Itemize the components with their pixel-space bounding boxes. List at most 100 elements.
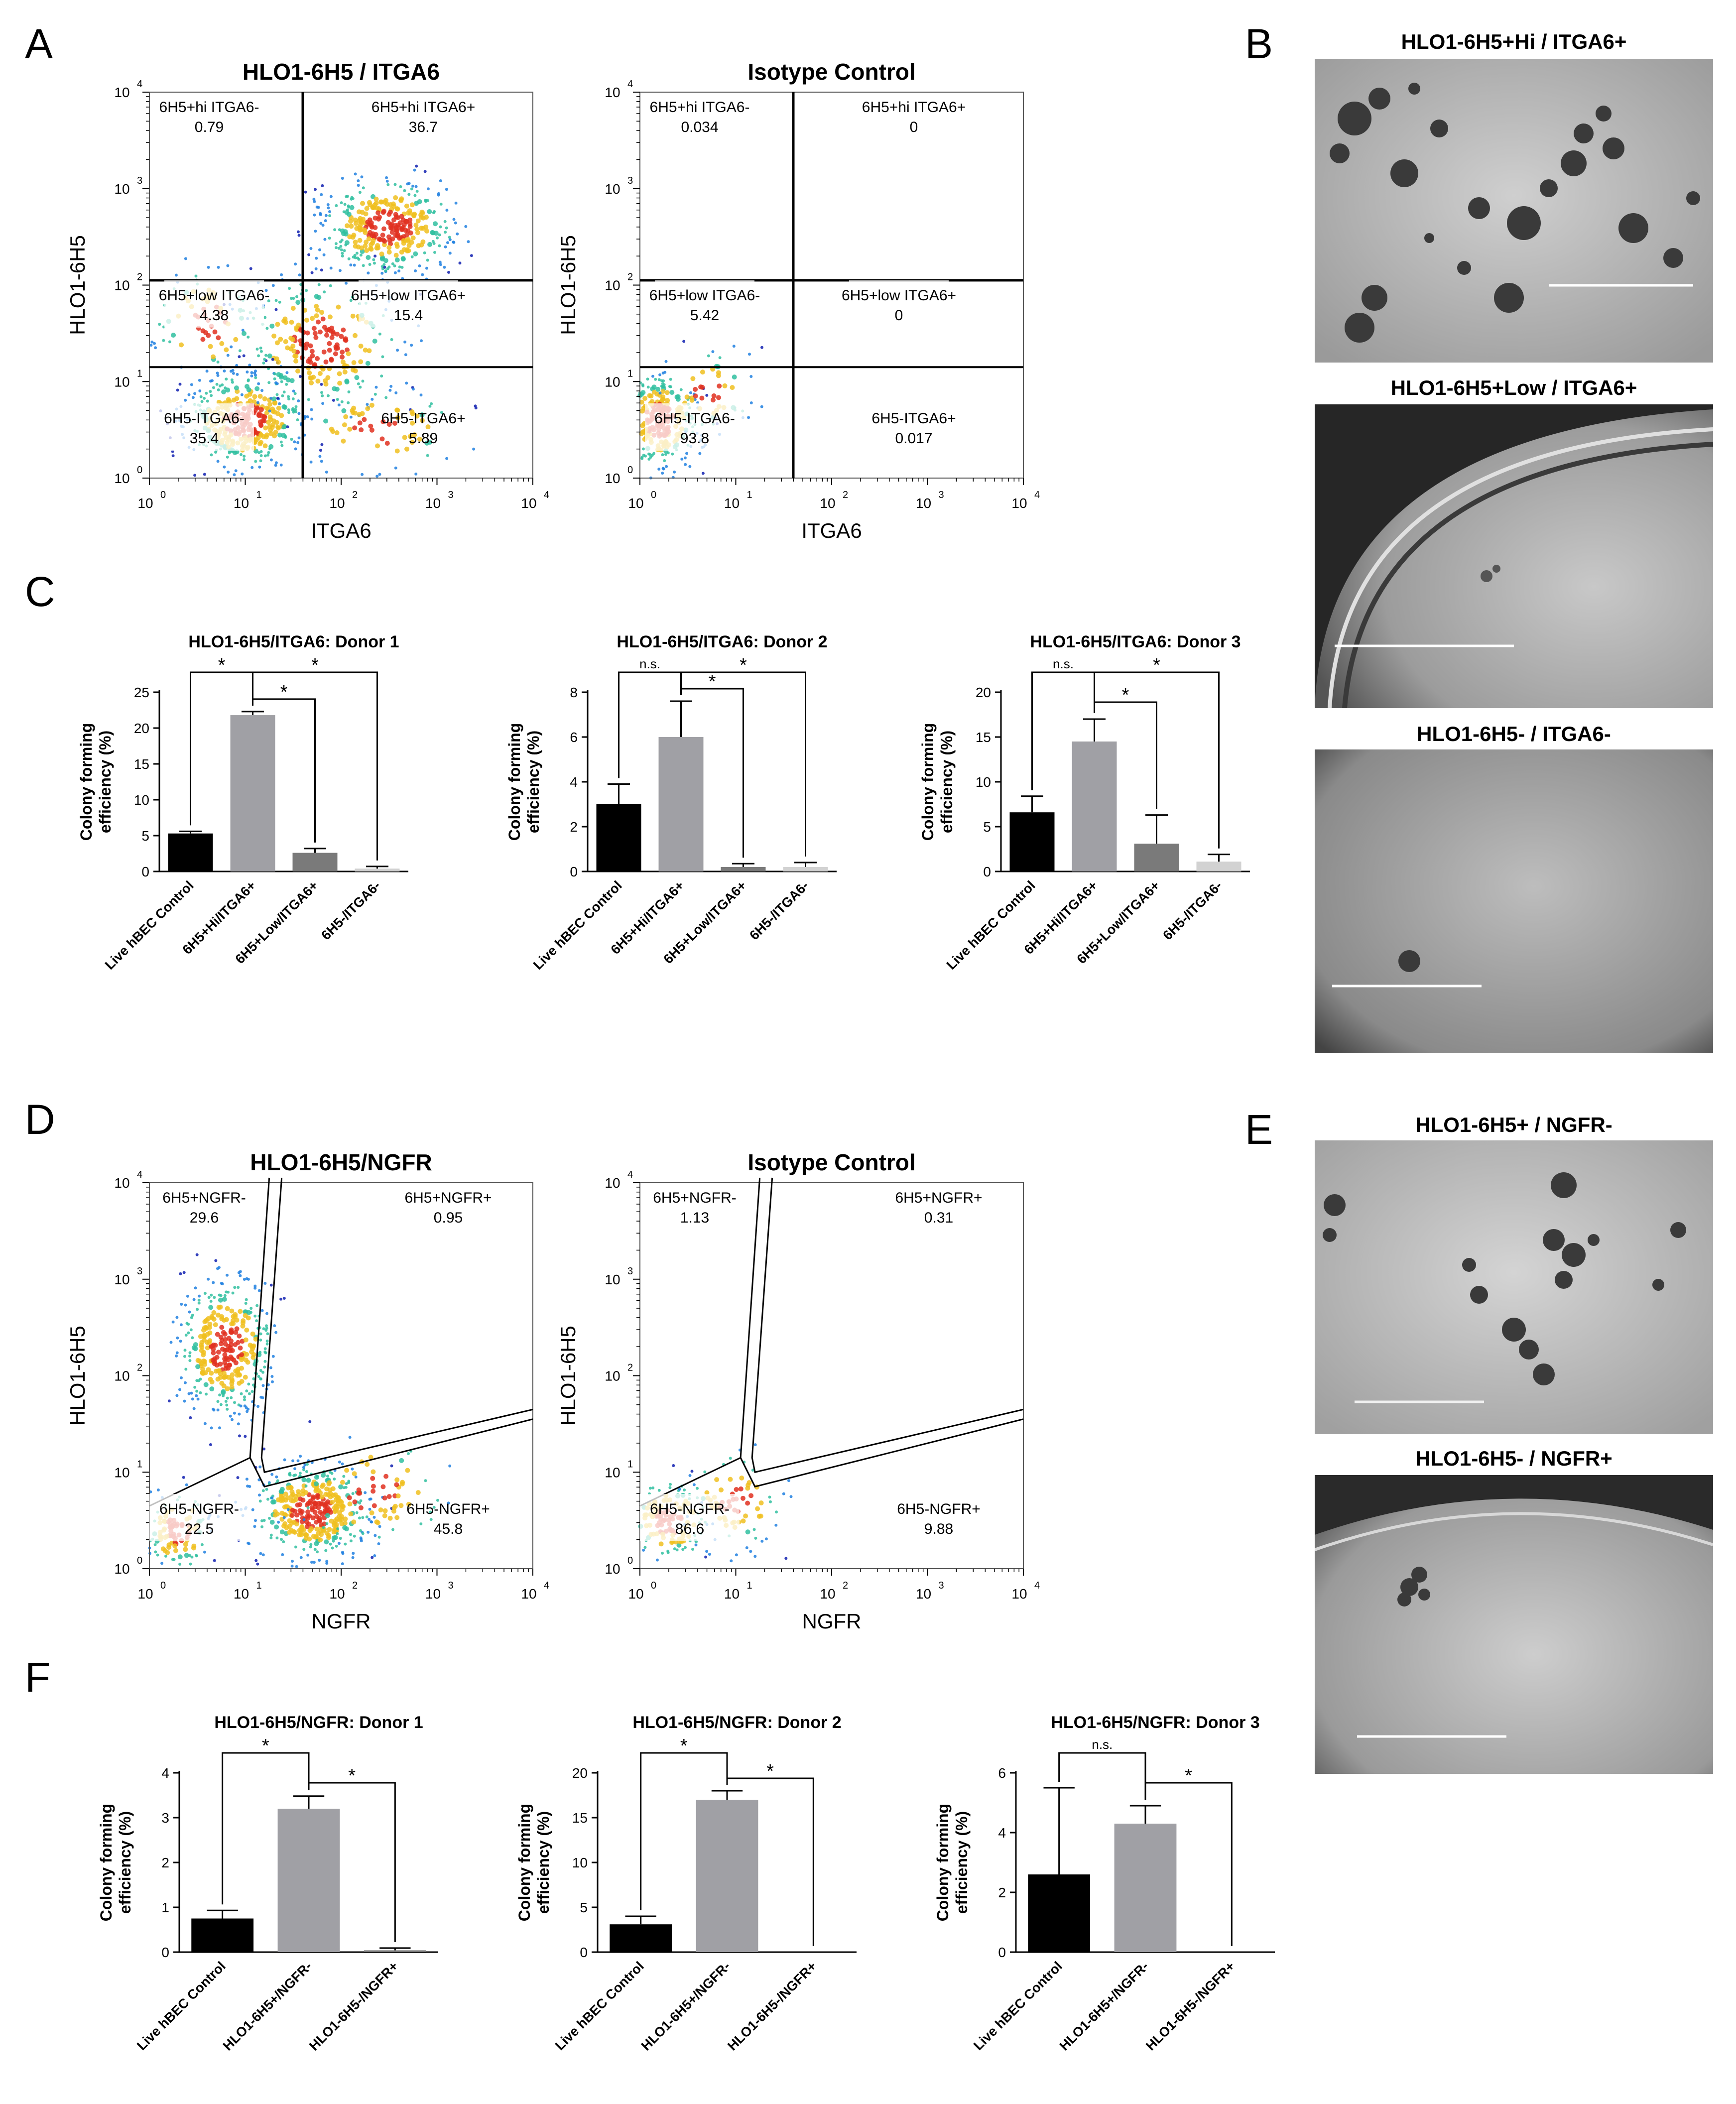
y-tick-label: 10 bbox=[114, 1175, 129, 1191]
significance-bracket bbox=[1144, 1782, 1233, 1946]
panel-letter-f: F bbox=[25, 1654, 51, 1701]
y-axis-label: efficiency (%) bbox=[96, 731, 114, 833]
y-tick-label: 10 bbox=[605, 85, 620, 100]
x-tick-exponent: 1 bbox=[747, 490, 752, 500]
bar-chart-itga6-donor3: HLO1-6H5/ITGA6: Donor 3 0 5 10 15 20 Colony fo… bbox=[881, 622, 1310, 1031]
micrograph-title-ngfr-pos: HLO1-6H5- / NGFR+ bbox=[1415, 1447, 1612, 1470]
micrograph-hi-itga6 bbox=[1315, 59, 1713, 363]
bar bbox=[191, 1918, 254, 1952]
bar bbox=[364, 1950, 426, 1952]
y-tick-exponent: 1 bbox=[627, 368, 633, 379]
x-tick-exponent: 4 bbox=[544, 1580, 549, 1591]
gate-name: 6H5+hi ITGA6- bbox=[650, 99, 750, 116]
gate-percentage: 93.8 bbox=[680, 430, 709, 447]
y-tick-exponent: 4 bbox=[137, 79, 142, 90]
y-tick-label: 10 bbox=[114, 181, 129, 197]
y-axis-label: Colony forming bbox=[934, 1804, 952, 1921]
significance-label: * bbox=[709, 671, 716, 692]
gate-percentage: 35.4 bbox=[190, 430, 219, 447]
x-tick-label: 10 bbox=[137, 1586, 153, 1602]
y-tick-label: 5 bbox=[983, 819, 991, 835]
y-axis-label: HLO1-6H5 bbox=[556, 235, 580, 335]
chart-title: HLO1-6H5/ITGA6: Donor 2 bbox=[617, 632, 827, 651]
category-label: Live hBEC Control bbox=[552, 1959, 647, 2053]
x-tick-exponent: 3 bbox=[448, 490, 454, 500]
x-tick-label: 10 bbox=[1011, 1586, 1027, 1602]
x-tick-label: 10 bbox=[724, 1586, 740, 1602]
y-tick-label: 25 bbox=[134, 685, 149, 700]
y-tick-label: 10 bbox=[134, 792, 149, 808]
x-tick-exponent: 4 bbox=[1034, 490, 1040, 500]
y-tick-exponent: 3 bbox=[627, 1266, 633, 1277]
bar bbox=[721, 867, 766, 871]
y-tick-label: 4 bbox=[161, 1765, 169, 1781]
x-tick-exponent: 3 bbox=[448, 1580, 454, 1591]
gate-name: 6H5-ITGA6+ bbox=[871, 410, 956, 427]
bar bbox=[610, 1924, 672, 1952]
y-tick-label: 10 bbox=[605, 1272, 620, 1287]
x-tick-label: 10 bbox=[820, 1586, 835, 1602]
x-tick-label: 10 bbox=[521, 1586, 536, 1602]
y-axis-label: HLO1-6H5 bbox=[66, 1326, 89, 1426]
flow-plot-ngfr-isotype: 10 0 10 0 10 1 10 1 10 2 10 2 10 3 10 3 10 4 10 4 Isotype Co… bbox=[528, 1140, 1076, 1638]
gate-name: 6H5+NGFR+ bbox=[895, 1190, 982, 1206]
y-tick-label: 4 bbox=[998, 1825, 1006, 1841]
y-tick-exponent: 4 bbox=[627, 1169, 633, 1180]
gate-percentage: 0.017 bbox=[895, 430, 932, 447]
gate-percentage: 0.79 bbox=[195, 119, 224, 135]
x-tick-exponent: 2 bbox=[352, 1580, 358, 1591]
y-tick-label: 2 bbox=[161, 1855, 169, 1870]
gate-percentage: 0.95 bbox=[434, 1210, 463, 1226]
y-tick-label: 0 bbox=[141, 864, 149, 879]
chart-title: HLO1-6H5/ITGA6: Donor 3 bbox=[1030, 632, 1240, 651]
micrograph-low-itga6 bbox=[1315, 404, 1714, 709]
y-axis-label: Colony forming bbox=[77, 723, 95, 841]
significance-label: * bbox=[280, 682, 288, 703]
x-tick-label: 10 bbox=[234, 1586, 249, 1602]
gate-percentage: 9.88 bbox=[924, 1521, 953, 1537]
category-label: Live hBEC Control bbox=[971, 1959, 1065, 2053]
x-tick-exponent: 2 bbox=[843, 490, 848, 500]
significance-label: * bbox=[740, 655, 747, 676]
y-tick-label: 0 bbox=[998, 1945, 1006, 1960]
x-tick-label: 10 bbox=[820, 495, 835, 511]
significance-label: * bbox=[1153, 655, 1160, 676]
significance-bracket bbox=[252, 671, 378, 861]
y-tick-label: 10 bbox=[605, 1368, 620, 1384]
significance-label: * bbox=[766, 1761, 774, 1782]
y-tick-label: 10 bbox=[605, 278, 620, 293]
x-axis-label: NGFR bbox=[802, 1609, 862, 1633]
category-label: HLO1-6H5+/NGFR- bbox=[1057, 1959, 1151, 2053]
x-tick-exponent: 3 bbox=[939, 490, 944, 500]
gate-percentage: 36.7 bbox=[409, 119, 438, 135]
bar-chart-ngfr-donor1: HLO1-6H5/NGFR: Donor 1 0 1 2 3 4 Colony formin… bbox=[60, 1703, 508, 2102]
x-tick-exponent: 3 bbox=[939, 1580, 944, 1591]
bar bbox=[355, 868, 400, 871]
gate-percentage: 1.13 bbox=[680, 1210, 709, 1226]
y-tick-exponent: 2 bbox=[137, 272, 142, 283]
gate-name: 6H5+low ITGA6+ bbox=[351, 287, 466, 304]
category-label: Live hBEC Control bbox=[102, 878, 197, 973]
y-tick-label: 10 bbox=[605, 1175, 620, 1191]
y-tick-exponent: 3 bbox=[137, 1266, 142, 1277]
x-tick-label: 10 bbox=[234, 495, 249, 511]
flow-plot-ngfr: 10 0 10 0 10 1 10 1 10 2 10 2 10 3 10 3 10 4 10 4 HLO1-6H5/N… bbox=[0, 1140, 573, 1638]
gate-percentage: 29.6 bbox=[190, 1210, 219, 1226]
x-tick-exponent: 0 bbox=[651, 490, 656, 500]
y-tick-label: 10 bbox=[114, 278, 129, 293]
category-label: HLO1-6H5-/NGFR+ bbox=[306, 1959, 401, 2053]
x-tick-exponent: 4 bbox=[1034, 1580, 1040, 1591]
gate-line bbox=[249, 1177, 533, 1488]
y-tick-label: 6 bbox=[570, 730, 578, 745]
significance-bracket bbox=[308, 1782, 396, 1942]
micrograph-title-ngfr-neg: HLO1-6H5+ / NGFR- bbox=[1415, 1113, 1612, 1136]
bar-chart-ngfr-donor3: HLO1-6H5/NGFR: Donor 3 0 2 4 6 Colony forming… bbox=[896, 1703, 1325, 2102]
bar bbox=[696, 1800, 758, 1952]
panel-letter-b: B bbox=[1245, 20, 1273, 67]
x-tick-label: 10 bbox=[1011, 495, 1027, 511]
x-tick-exponent: 1 bbox=[256, 490, 262, 500]
y-tick-label: 20 bbox=[572, 1765, 588, 1781]
gate-name: 6H5+NGFR+ bbox=[404, 1190, 492, 1206]
y-tick-label: 10 bbox=[114, 1561, 129, 1577]
gate-name: 6H5-NGFR- bbox=[650, 1501, 730, 1517]
